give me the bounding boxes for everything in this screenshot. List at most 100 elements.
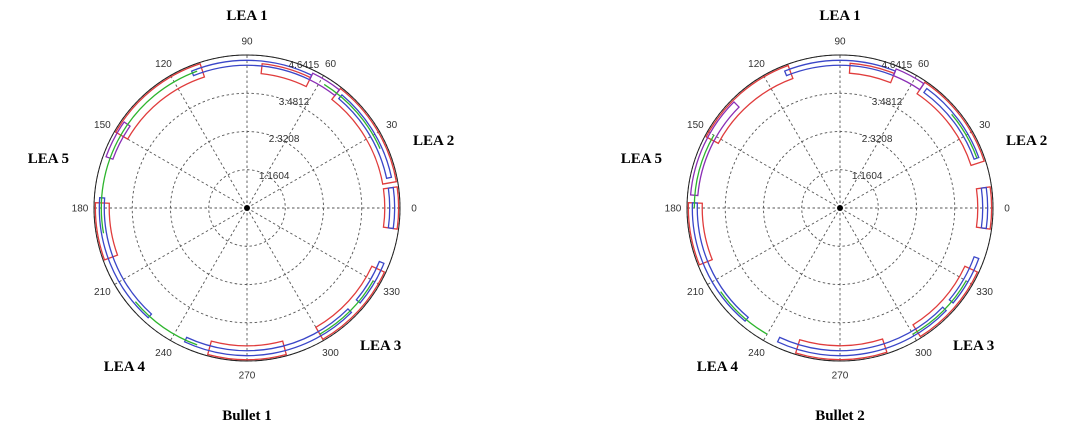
grid-spoke: [707, 207, 841, 285]
series-0-band: [114, 62, 206, 140]
radial-tick-label: 1.1604: [852, 171, 883, 182]
series-0-band: [705, 64, 794, 145]
series-0-band: [94, 202, 119, 261]
region-label-lea-3: LEA 3: [360, 338, 401, 354]
radial-tick-label: 3.4812: [279, 97, 310, 108]
angle-tick-label: 300: [322, 348, 339, 359]
series-0-band: [315, 265, 386, 341]
angle-tick-label: 90: [834, 37, 846, 48]
outer-axis-circle: [93, 54, 401, 362]
series-0-band: [382, 186, 400, 230]
angle-tick-label: 240: [155, 348, 172, 359]
region-label-lea-5: LEA 5: [621, 151, 662, 167]
series-2-band: [308, 72, 341, 97]
region-label-lea-2: LEA 2: [1006, 133, 1047, 149]
radial-tick-label: 1.1604: [259, 171, 290, 182]
angle-tick-label: 150: [687, 120, 704, 131]
region-label-lea-2: LEA 2: [413, 133, 454, 149]
center-marker: [837, 205, 843, 211]
grid-spoke: [839, 207, 917, 341]
series-0-band: [260, 63, 312, 88]
grid-circle: [801, 169, 879, 247]
angle-tick-label: 330: [976, 287, 993, 298]
radial-tick-label: 4.6415: [289, 60, 320, 71]
series-1-band: [387, 186, 396, 230]
radial-tick-label: 3.4812: [872, 97, 903, 108]
series-0-band: [975, 186, 993, 230]
grid-spoke: [170, 207, 248, 341]
angle-tick-label: 330: [383, 287, 400, 298]
series-1-band: [337, 93, 393, 180]
series-1-band: [980, 186, 989, 230]
angle-tick-label: 30: [386, 120, 398, 131]
series-1-band: [691, 202, 750, 323]
center-marker: [244, 205, 250, 211]
grid-spoke: [839, 75, 917, 209]
angle-tick-label: 180: [665, 204, 682, 215]
series-0-band: [912, 265, 979, 338]
polar-chart-bullet-2: 0 30 60 90 120 150 180 210 240 270 300 330 1.1604 2.3…: [621, 8, 1048, 424]
series-0-band: [794, 338, 888, 361]
series-1-band: [98, 197, 153, 319]
grid-spoke: [246, 207, 380, 285]
region-label-lea-5: LEA 5: [28, 151, 69, 167]
angle-tick-label: 240: [748, 348, 765, 359]
angle-tick-label: 180: [72, 204, 89, 215]
angle-tick-label: 0: [411, 204, 417, 215]
angle-tick-label: 30: [979, 120, 991, 131]
grid-spoke: [763, 75, 841, 209]
grid-circle: [208, 169, 286, 247]
series-3-arc: [951, 113, 978, 159]
angle-tick-label: 0: [1004, 204, 1010, 215]
series-0-band: [687, 202, 714, 266]
series-3-arc: [912, 280, 967, 335]
angle-tick-label: 60: [325, 59, 337, 70]
series-3-arc: [720, 291, 768, 335]
grid-circle: [131, 92, 363, 324]
angle-tick-label: 210: [94, 287, 111, 298]
series-1-band: [190, 59, 313, 81]
angle-tick-label: 300: [915, 348, 932, 359]
region-label-lea-4: LEA 4: [697, 359, 739, 375]
series-0-band: [916, 81, 986, 167]
series-0-band: [206, 340, 288, 361]
series-3-arc: [134, 301, 198, 346]
series-0-band: [330, 87, 398, 185]
series-2-band: [689, 101, 740, 197]
angle-tick-label: 90: [241, 37, 253, 48]
series-3-arc: [693, 134, 715, 209]
region-label-lea-3: LEA 3: [953, 338, 994, 354]
region-label-lea-1: LEA 1: [226, 8, 267, 24]
series-3-arc: [319, 280, 374, 335]
series-2-band: [892, 68, 925, 91]
grid-spoke: [246, 131, 380, 209]
grid-spoke: [839, 131, 973, 209]
series-3-arc: [323, 83, 381, 150]
angle-tick-label: 270: [832, 371, 849, 382]
series-2-band: [105, 121, 131, 161]
angle-tick-label: 210: [687, 287, 704, 298]
series-1-band: [355, 260, 385, 304]
grid-circle: [724, 92, 956, 324]
angle-tick-label: 60: [918, 59, 930, 70]
angle-tick-label: 120: [748, 59, 765, 70]
radial-tick-label: 2.3208: [269, 134, 300, 145]
series-0-band: [848, 62, 896, 84]
series-1-band: [922, 87, 980, 161]
grid-spoke: [246, 75, 324, 209]
series-1-band: [783, 59, 897, 77]
radial-tick-label: 4.6415: [882, 60, 913, 71]
series-3-arc: [100, 70, 198, 234]
region-label-lea-4: LEA 4: [104, 359, 146, 375]
angle-tick-label: 120: [155, 59, 172, 70]
radial-tick-label: 2.3208: [862, 134, 893, 145]
angle-tick-label: 150: [94, 120, 111, 131]
polar-chart-bullet-1: 0 30 60 90 120 150 180 210 240 270 300 330 1.1604 2.3…: [28, 8, 455, 424]
grid-spoke: [114, 131, 248, 209]
region-label-lea-1: LEA 1: [819, 8, 860, 24]
series-1-band: [948, 255, 980, 304]
grid-spoke: [763, 207, 841, 341]
grid-spoke: [170, 75, 248, 209]
chart-caption: Bullet 2: [815, 408, 865, 424]
